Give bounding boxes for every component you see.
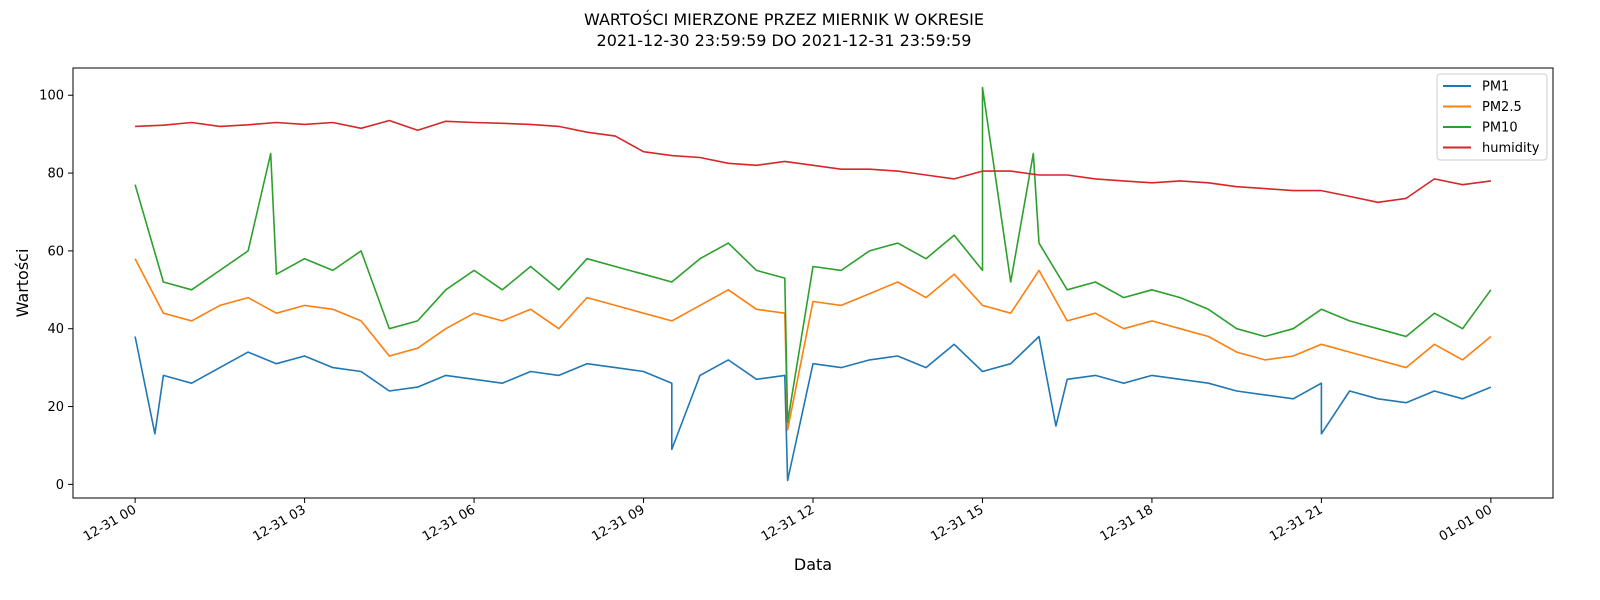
y-axis-label: Wartości (13, 249, 32, 318)
chart-title-line-2: 2021-12-30 23:59:59 DO 2021-12-31 23:59:… (597, 31, 972, 50)
legend-label: PM1 (1482, 80, 1509, 95)
plot-frame (72, 67, 1554, 499)
y-axis-ticks: 0 20 40 60 80 100 (39, 89, 73, 493)
y-tick-label: 60 (47, 244, 64, 259)
plot-series-group (134, 86, 1492, 482)
x-tick-label: 12-31 09 (589, 502, 647, 544)
x-tick-label: 12-31 06 (420, 502, 478, 544)
series-line-pm10 (134, 86, 1492, 423)
x-tick-label: 12-31 03 (250, 502, 308, 544)
legend-label: PM2.5 (1482, 100, 1522, 115)
x-tick-label: 12-31 18 (1098, 502, 1156, 544)
legend-label: PM10 (1482, 121, 1518, 136)
x-tick-label: 01-01 00 (1437, 502, 1495, 544)
y-tick-label: 100 (39, 89, 64, 104)
x-tick-label: 12-31 12 (759, 502, 817, 544)
x-tick-label: 12-31 15 (928, 502, 986, 544)
legend: PM1 PM2.5 PM10 humidity (1436, 73, 1548, 161)
y-tick-label: 0 (56, 478, 64, 493)
series-line-humidity (135, 119, 1492, 204)
y-tick-label: 40 (47, 322, 64, 337)
x-tick-label: 12-31 00 (81, 502, 139, 544)
series-line-pm2-5 (134, 258, 1492, 431)
x-tick-label: 12-31 21 (1267, 502, 1325, 544)
x-axis-ticks: 12-31 00 12-31 03 12-31 06 12-31 09 12-31 12… (81, 498, 1495, 545)
legend-box (1436, 73, 1548, 161)
y-tick-label: 80 (47, 167, 64, 182)
y-tick-label: 20 (47, 400, 64, 415)
legend-label: humidity (1482, 141, 1540, 156)
chart-title-line-1: WARTOŚCI MIERZONE PRZEZ MIERNIK W OKRESI… (584, 10, 984, 29)
x-axis-label: Data (794, 555, 832, 574)
series-line-pm1 (134, 335, 1492, 482)
